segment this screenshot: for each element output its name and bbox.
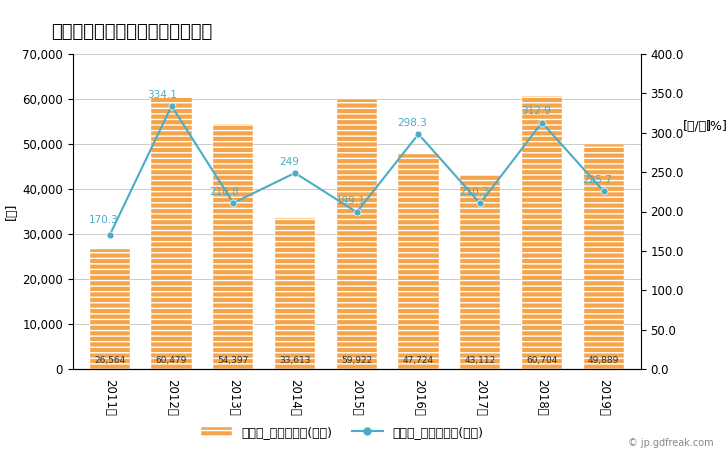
Bar (213, 124, 253, 369)
Text: 170.3: 170.3 (89, 216, 119, 225)
Bar (151, 97, 191, 369)
Legend: 非木造_床面積合計(左軸), 非木造_平均床面積(右軸): 非木造_床面積合計(左軸), 非木造_平均床面積(右軸) (196, 421, 488, 444)
Bar (584, 144, 624, 369)
Text: 199.1: 199.1 (336, 196, 365, 206)
Text: 210.3: 210.3 (459, 187, 489, 197)
Text: 312.9: 312.9 (521, 106, 550, 116)
Text: [%]: [%] (705, 120, 727, 132)
Text: 43,112: 43,112 (464, 356, 496, 365)
Text: 249: 249 (279, 157, 298, 166)
Text: [㎡/棟]: [㎡/棟] (683, 120, 712, 132)
Text: © jp.gdfreak.com: © jp.gdfreak.com (628, 438, 713, 448)
Text: 非木造建築物の床面積合計の推移: 非木造建築物の床面積合計の推移 (51, 22, 212, 40)
Y-axis label: [㎡]: [㎡] (5, 203, 18, 220)
Text: 298.3: 298.3 (397, 118, 427, 128)
Bar (90, 249, 130, 369)
Bar (336, 99, 377, 369)
Text: 60,704: 60,704 (526, 356, 558, 365)
Text: 54,397: 54,397 (218, 356, 249, 365)
Text: 334.1: 334.1 (147, 90, 177, 99)
Bar (275, 218, 315, 369)
Bar (398, 154, 438, 369)
Text: 26,564: 26,564 (94, 356, 125, 365)
Text: 59,922: 59,922 (341, 356, 372, 365)
Bar (522, 96, 562, 369)
Bar (460, 175, 500, 369)
Text: 47,724: 47,724 (403, 356, 434, 365)
Text: 225.7: 225.7 (582, 175, 612, 185)
Text: 60,479: 60,479 (156, 356, 187, 365)
Text: 210.8: 210.8 (209, 187, 239, 197)
Text: 33,613: 33,613 (280, 356, 311, 365)
Text: 49,889: 49,889 (588, 356, 620, 365)
